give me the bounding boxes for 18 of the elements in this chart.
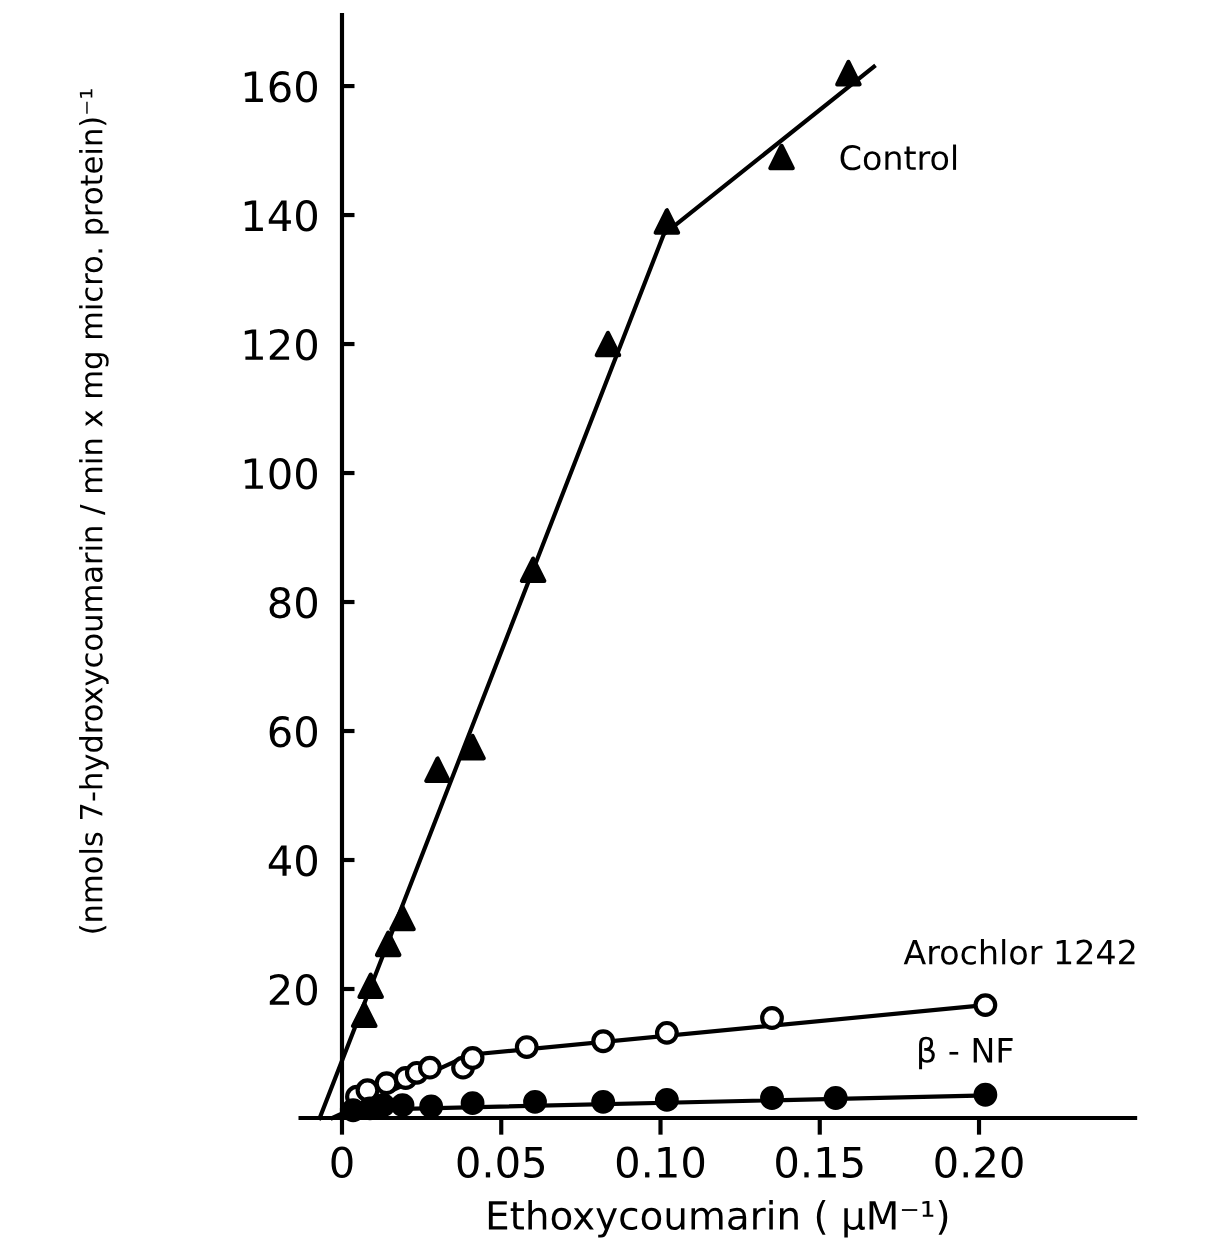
y-tick-label: 160 [244,70,317,103]
y-tick-label: 120 [244,328,317,361]
y-tick-label: 80 [269,586,317,619]
x-tick-label: 0 [331,1146,353,1179]
x-tick-label: 0.10 [616,1146,705,1179]
x-tick-label: 0.05 [457,1146,544,1179]
y-tick-label: 20 [269,973,317,1006]
x-tick-label: 0.15 [776,1146,863,1179]
y-tick-label: 60 [269,715,317,748]
x-axis-title: Ethoxycoumarin ( μM⁻¹) [488,1199,948,1238]
x-tick-label: 0.20 [935,1146,1023,1179]
series-label: β - NF [919,1036,1013,1070]
y-tick-label: 140 [244,199,317,232]
y-tick-label: 100 [244,457,317,490]
series-label: Arochlor 1242 [903,938,1135,965]
y-tick-label: 40 [268,844,317,877]
y-axis-title: (nmols 7-hydroxycoumarin / min x mg micro. protein)⁻¹ [79,89,109,933]
series-label: Control [840,144,957,171]
